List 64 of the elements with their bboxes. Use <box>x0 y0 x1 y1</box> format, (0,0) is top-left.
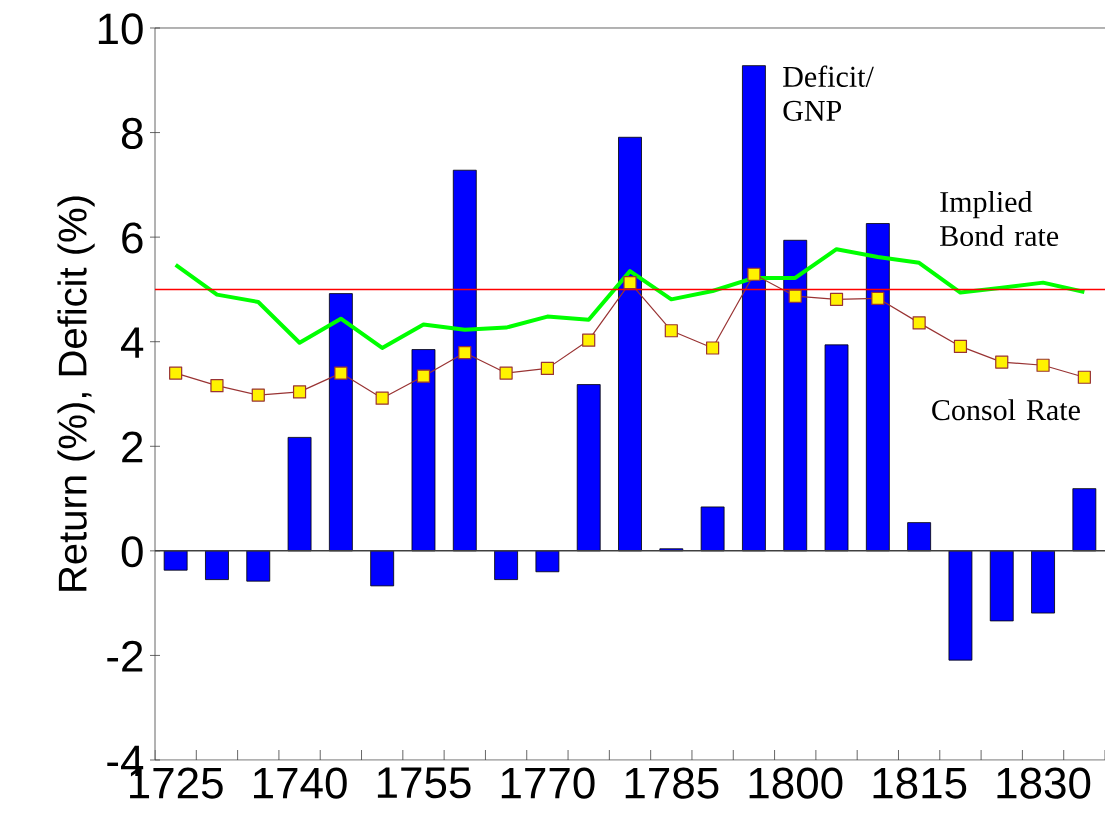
y-tick-label: 10 <box>98 13 143 45</box>
bar <box>494 550 518 581</box>
point <box>169 366 183 380</box>
y-tick-label: 0 <box>121 536 143 568</box>
point <box>292 385 307 399</box>
x-tick-label: 1755 <box>377 767 471 799</box>
bar <box>824 344 849 552</box>
y-tick-label: 4 <box>121 327 144 358</box>
bar <box>535 550 560 573</box>
bar <box>989 550 1014 622</box>
x-tick-label: 1770 <box>501 767 595 799</box>
x-tick-label: 1740 <box>253 767 347 799</box>
point <box>953 339 968 354</box>
point <box>499 366 513 380</box>
y-tick-label: -2 <box>107 640 143 672</box>
series-label: Implied Bond rate <box>940 191 1059 247</box>
point <box>829 292 844 306</box>
point <box>706 341 720 355</box>
bar <box>452 169 477 552</box>
x-tick-label: 1830 <box>997 767 1091 799</box>
y-tick-label: 2 <box>122 431 143 463</box>
point <box>871 291 885 305</box>
bar <box>370 550 395 587</box>
point <box>458 346 472 360</box>
bar <box>576 384 601 552</box>
y-tick-label: 6 <box>122 222 143 254</box>
x-tick-label: 1815 <box>873 767 967 799</box>
bar <box>246 550 271 582</box>
y-tick-label: 8 <box>121 117 143 149</box>
point <box>582 333 596 347</box>
x-tick-label: 1785 <box>625 767 719 799</box>
series-label: Deficit/ GNP <box>783 65 874 121</box>
point <box>334 366 348 380</box>
bar <box>618 136 642 552</box>
bar <box>700 506 725 552</box>
bar <box>205 550 229 581</box>
point <box>210 379 224 393</box>
bar <box>907 522 932 552</box>
point <box>375 391 389 405</box>
bar <box>783 239 808 552</box>
point <box>912 316 926 330</box>
point <box>540 361 554 375</box>
bar <box>865 223 890 552</box>
line-series <box>173 247 1087 350</box>
bar <box>948 550 973 661</box>
y-axis-title: Return (%), Deficit (%) <box>57 196 95 591</box>
series-label: Consol Rate <box>932 399 1080 421</box>
point <box>1077 370 1091 384</box>
bar <box>287 437 312 552</box>
point <box>623 276 637 290</box>
bar <box>163 550 188 571</box>
point <box>995 355 1009 369</box>
point <box>1036 358 1050 372</box>
point <box>251 388 265 402</box>
point <box>416 369 431 383</box>
bar <box>411 349 436 552</box>
bar <box>328 293 353 552</box>
bar <box>1031 550 1055 614</box>
bar <box>1072 488 1097 552</box>
bar <box>742 65 766 552</box>
point <box>788 289 802 303</box>
point <box>664 324 678 338</box>
point <box>747 267 761 281</box>
x-tick-label: 1800 <box>749 767 843 799</box>
